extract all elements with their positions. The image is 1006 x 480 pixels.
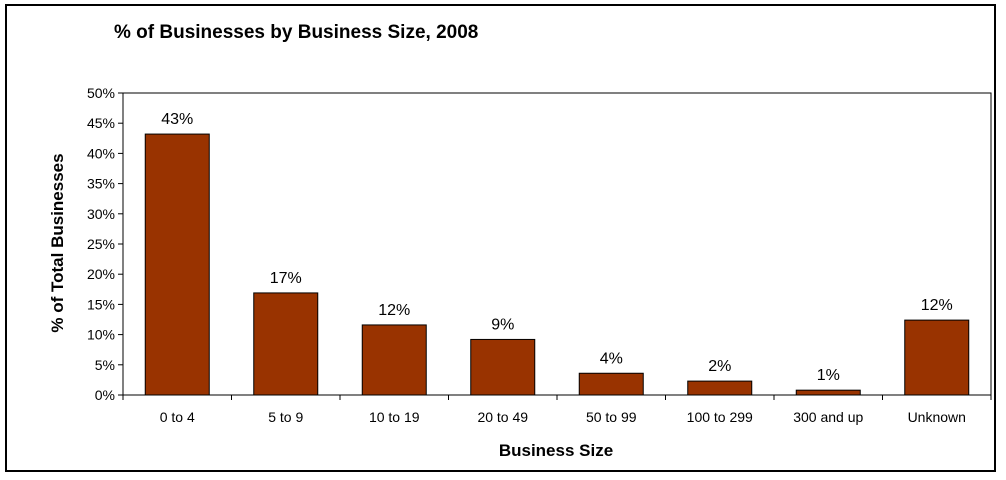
y-tick-label: 45%	[87, 115, 115, 131]
data-label: 43%	[161, 111, 193, 128]
x-tick-label: 10 to 19	[369, 409, 420, 425]
plot-area: 0% 5% 10% 15% 20% 25% 30% 35% 40% 45% 50% 43% 0 to 4…	[87, 85, 992, 425]
y-axis-title: % of Total Businesses	[48, 153, 67, 332]
data-label: 12%	[378, 302, 410, 319]
x-tick-label: 0 to 4	[160, 409, 195, 425]
bar	[470, 338, 536, 396]
data-label: 17%	[270, 270, 302, 287]
bar	[253, 292, 319, 396]
data-label: 2%	[708, 358, 731, 375]
x-tick-label: Unknown	[908, 409, 966, 425]
x-tick-label: 50 to 99	[586, 409, 637, 425]
y-tick-label: 40%	[87, 145, 115, 161]
y-tick-label: 10%	[87, 327, 115, 343]
bar	[578, 372, 644, 396]
data-label: 9%	[491, 316, 514, 333]
plot-border	[122, 92, 992, 396]
chart-title: % of Businesses by Business Size, 2008	[114, 22, 478, 43]
y-tick-label: 20%	[87, 266, 115, 282]
data-label: 1%	[817, 367, 840, 384]
bar	[795, 389, 861, 396]
y-tick-label: 30%	[87, 206, 115, 222]
y-tick-label: 15%	[87, 296, 115, 312]
data-label: 4%	[600, 350, 623, 367]
x-tick-label: 20 to 49	[477, 409, 528, 425]
bar	[144, 133, 210, 396]
x-axis-title: Business Size	[499, 441, 613, 460]
bar	[904, 319, 970, 396]
x-tick-label: 5 to 9	[268, 409, 303, 425]
data-label: 12%	[921, 297, 953, 314]
x-tick-label: 100 to 299	[687, 409, 753, 425]
y-tick-label: 0%	[95, 387, 115, 403]
y-tick-label: 50%	[87, 85, 115, 101]
y-tick-label: 25%	[87, 236, 115, 252]
y-tick-label: 35%	[87, 176, 115, 192]
x-tick-label: 300 and up	[793, 409, 863, 425]
bar	[687, 380, 753, 396]
y-tick-label: 5%	[95, 357, 115, 373]
bar	[361, 324, 427, 396]
